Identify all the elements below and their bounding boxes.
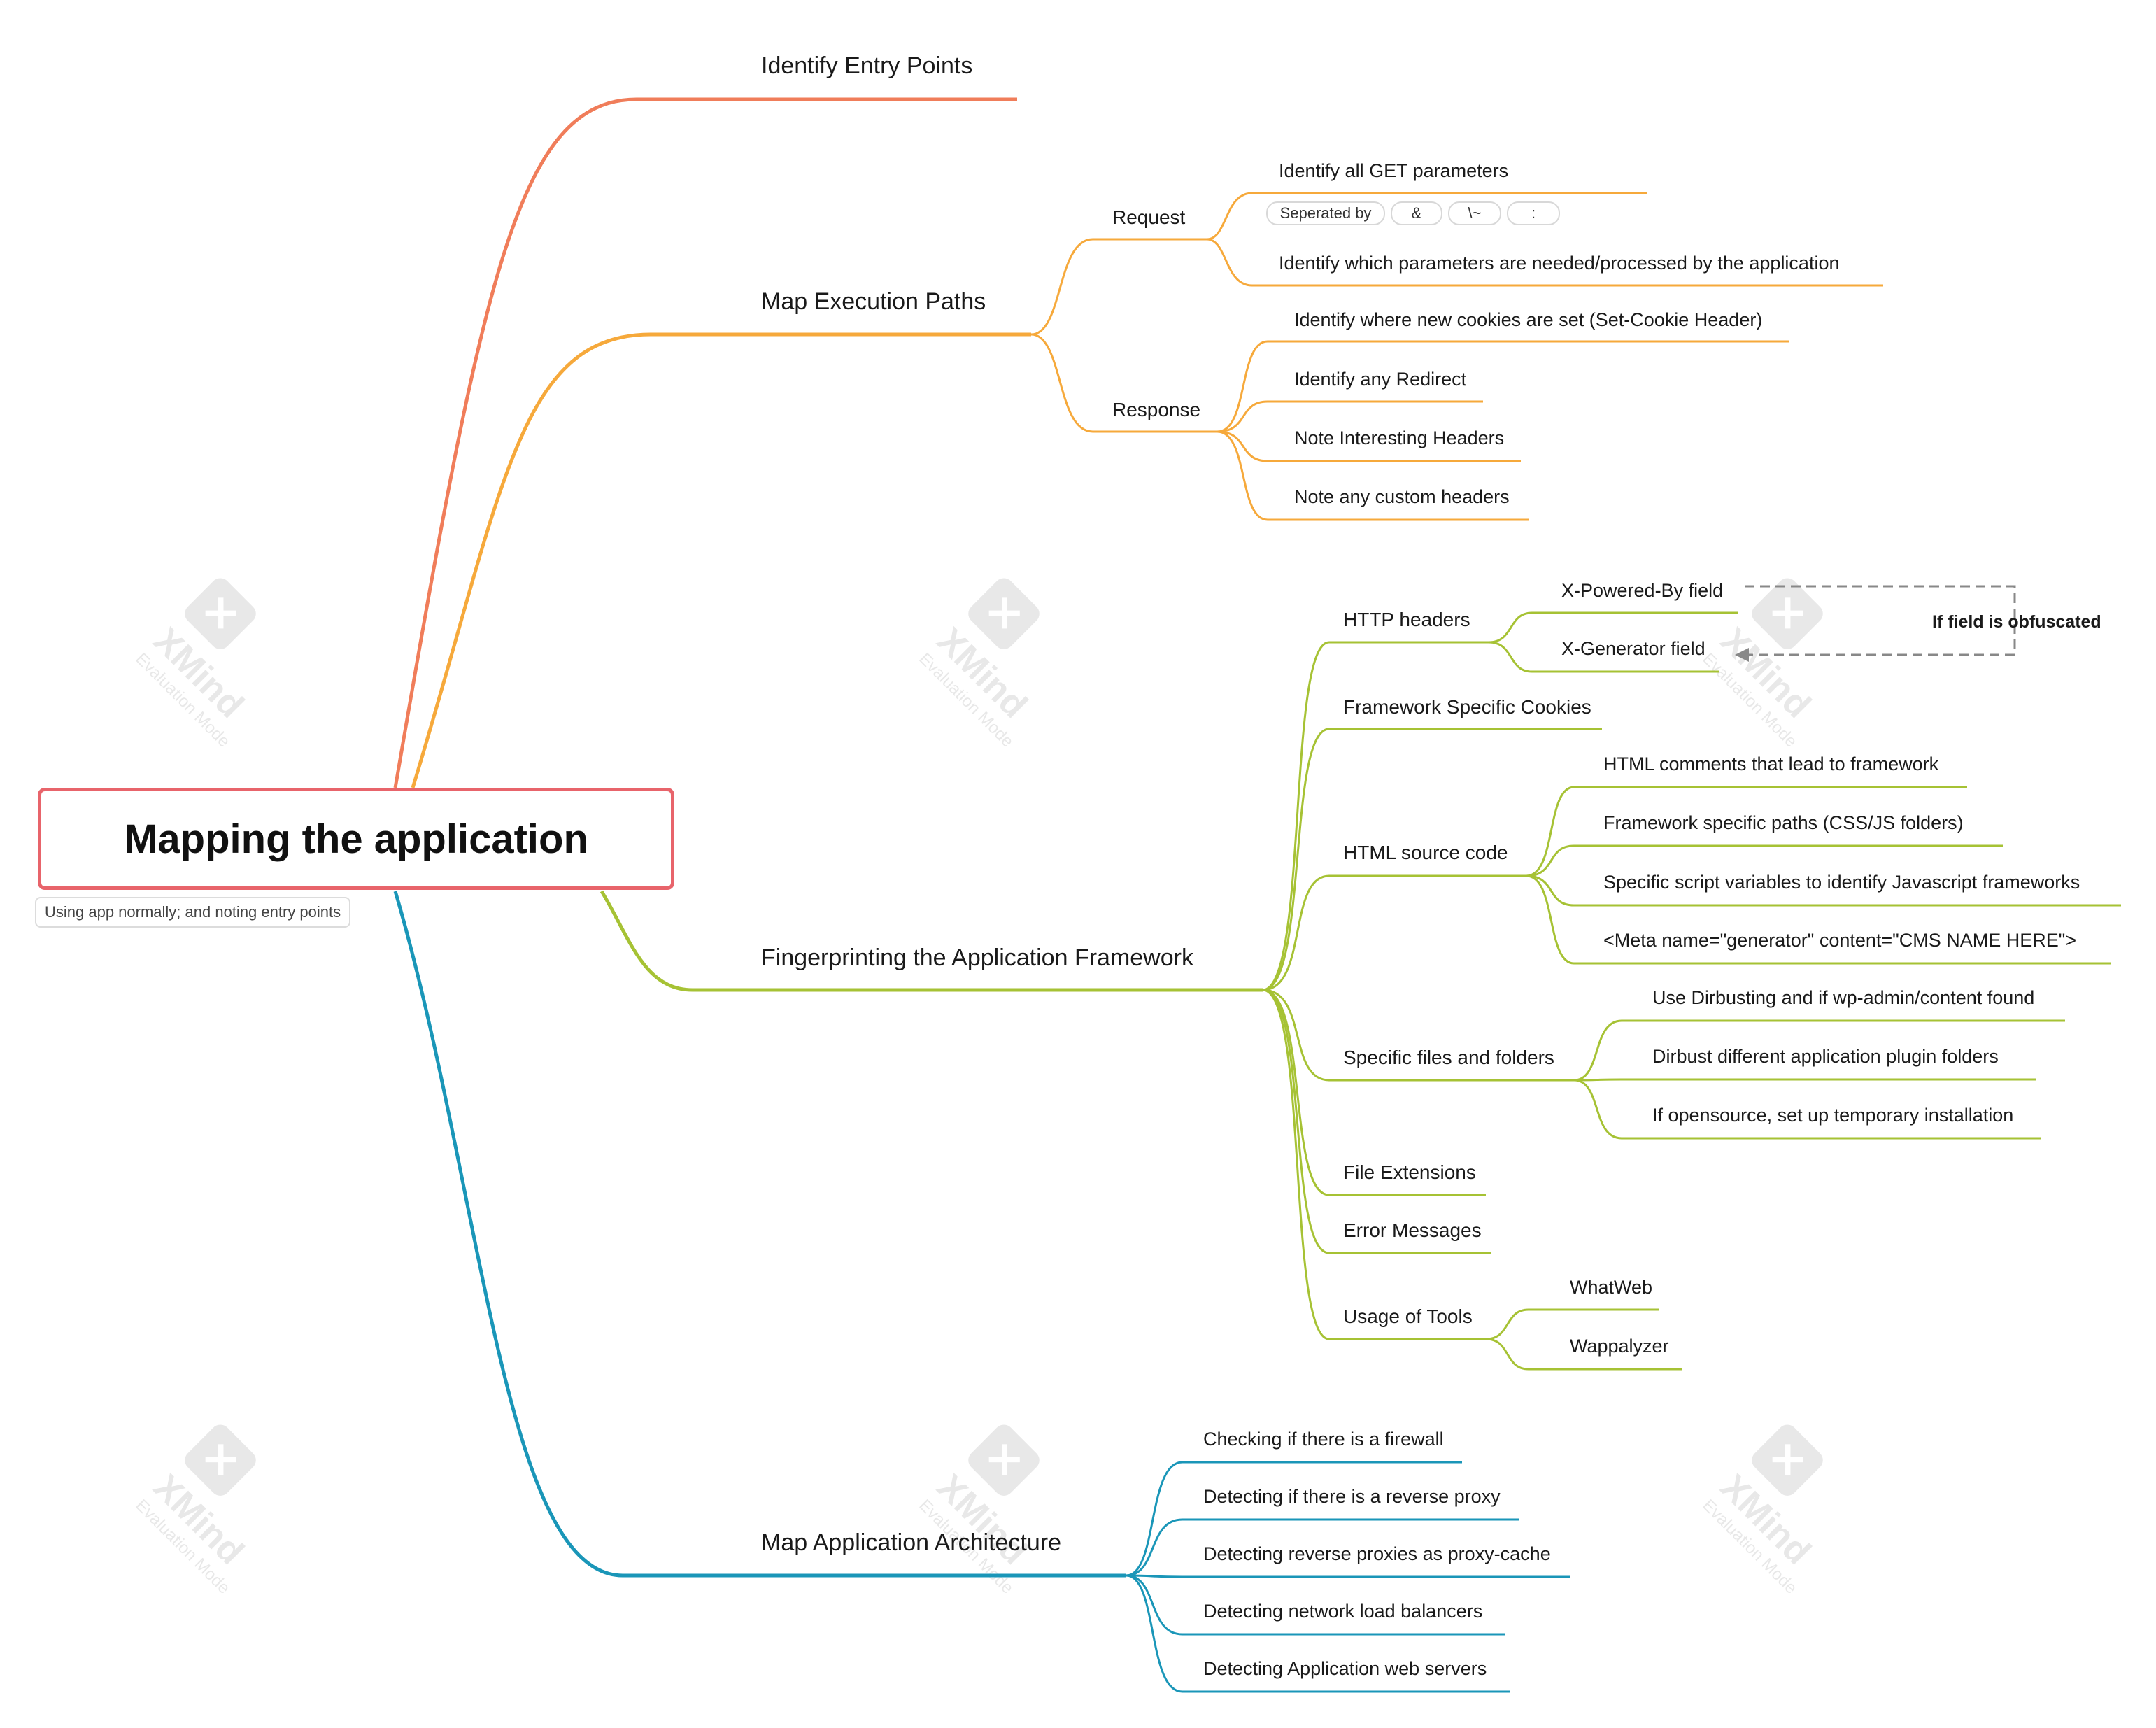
- relationship-label: If field is obfuscated: [1932, 612, 2101, 632]
- connector-dirbusting: [1573, 1019, 2065, 1082]
- relationship-arrowhead: [1735, 648, 1749, 662]
- topic-redirect[interactable]: Identify any Redirect: [1294, 369, 1467, 390]
- connector-script-variables: [1526, 874, 2121, 907]
- connector-architecture: [393, 891, 1126, 1578]
- connector-reverse-proxy: [1126, 1518, 1519, 1577]
- connector-needed-params: [1206, 238, 1883, 287]
- topic-interesting-headers[interactable]: Note Interesting Headers: [1294, 427, 1505, 448]
- connector-http-headers: [1262, 641, 1489, 991]
- topic-plugin-folders[interactable]: Dirbust different application plugin fol…: [1652, 1046, 1999, 1067]
- connector-entry-points: [393, 97, 1017, 788]
- topic-proxy-cache[interactable]: Detecting reverse proxies as proxy-cache: [1203, 1543, 1551, 1564]
- topic-files-folders[interactable]: Specific files and folders: [1343, 1047, 1554, 1068]
- topic-get-params[interactable]: Identify all GET parameters: [1279, 160, 1509, 181]
- topic-needed-params[interactable]: Identify which parameters are needed/pro…: [1279, 253, 1840, 274]
- connector-whatweb: [1485, 1308, 1659, 1340]
- connector-usage-tools: [1262, 989, 1486, 1340]
- connector-proxy-cache: [1126, 1574, 1570, 1578]
- separator-colon: :: [1507, 201, 1560, 225]
- connector-html-source: [1262, 874, 1526, 991]
- connector-fingerprinting: [600, 890, 1263, 992]
- topic-fingerprinting[interactable]: Fingerprinting the Application Framework: [761, 944, 1193, 971]
- topic-temp-install[interactable]: If opensource, set up temporary installa…: [1652, 1105, 2014, 1126]
- topic-map-architecture[interactable]: Map Application Architecture: [761, 1529, 1062, 1556]
- separated-by-label: Seperated by: [1266, 201, 1385, 225]
- topic-dirbusting[interactable]: Use Dirbusting and if wp-admin/content f…: [1652, 987, 2035, 1008]
- connector-execution-paths: [411, 332, 1031, 788]
- topic-http-headers[interactable]: HTTP headers: [1343, 609, 1470, 630]
- topic-wappalyzer[interactable]: Wappalyzer: [1570, 1336, 1669, 1357]
- topic-request[interactable]: Request: [1112, 206, 1186, 228]
- topic-whatweb[interactable]: WhatWeb: [1570, 1277, 1653, 1298]
- connector-framework-paths: [1526, 844, 2003, 877]
- connector-error-messages: [1262, 989, 1491, 1254]
- connector-get-params: [1206, 192, 1647, 241]
- connector-files-folders: [1262, 989, 1574, 1082]
- connector-plugin-folders: [1573, 1078, 2036, 1082]
- relationship-obfuscated: [1745, 585, 2016, 656]
- connector-response: [1030, 333, 1217, 433]
- topic-reverse-proxy[interactable]: Detecting if there is a reverse proxy: [1203, 1486, 1501, 1507]
- central-topic-note: Using app normally; and noting entry poi…: [35, 897, 351, 928]
- topic-load-balancers[interactable]: Detecting network load balancers: [1203, 1601, 1483, 1622]
- topic-x-powered-by[interactable]: X-Powered-By field: [1561, 580, 1724, 601]
- topic-error-messages[interactable]: Error Messages: [1343, 1219, 1482, 1241]
- topic-html-comments[interactable]: HTML comments that lead to framework: [1603, 753, 1939, 774]
- connector-file-extensions: [1262, 989, 1486, 1196]
- connector-redirect: [1217, 400, 1483, 433]
- topic-firewall[interactable]: Checking if there is a firewall: [1203, 1429, 1444, 1450]
- topic-script-variables[interactable]: Specific script variables to identify Ja…: [1603, 872, 2080, 893]
- topic-meta-generator[interactable]: <Meta name="generator" content="CMS NAME…: [1603, 930, 2077, 951]
- topic-framework-paths[interactable]: Framework specific paths (CSS/JS folders…: [1603, 812, 1964, 833]
- connector-x-generator: [1488, 641, 1719, 673]
- connector-web-servers: [1126, 1574, 1510, 1693]
- topic-cookies-set[interactable]: Identify where new cookies are set (Set-…: [1294, 309, 1763, 330]
- connector-wappalyzer: [1485, 1338, 1682, 1371]
- connector-temp-install: [1573, 1079, 2041, 1140]
- connector-custom-headers: [1217, 430, 1529, 521]
- topic-framework-cookies[interactable]: Framework Specific Cookies: [1343, 696, 1591, 718]
- connector-load-balancers: [1126, 1574, 1505, 1636]
- topic-custom-headers[interactable]: Note any custom headers: [1294, 486, 1510, 507]
- topic-html-source[interactable]: HTML source code: [1343, 842, 1508, 863]
- connector-html-comments: [1526, 786, 1967, 877]
- topic-web-servers[interactable]: Detecting Application web servers: [1203, 1658, 1487, 1679]
- topic-map-execution-paths[interactable]: Map Execution Paths: [761, 288, 986, 315]
- topic-usage-tools[interactable]: Usage of Tools: [1343, 1305, 1473, 1327]
- topic-file-extensions[interactable]: File Extensions: [1343, 1161, 1476, 1183]
- separator-ampersand: &: [1391, 201, 1442, 225]
- connector-framework-cookies: [1262, 728, 1602, 991]
- topic-identify-entry-points[interactable]: Identify Entry Points: [761, 52, 973, 79]
- topic-x-generator[interactable]: X-Generator field: [1561, 638, 1705, 659]
- connector-interesting-headers: [1217, 430, 1521, 462]
- connector-meta-generator: [1526, 874, 2111, 965]
- central-topic[interactable]: Mapping the application: [38, 788, 674, 890]
- connector-x-powered-by: [1488, 611, 1738, 644]
- connector-cookies-set: [1217, 340, 1789, 433]
- connector-request: [1030, 238, 1207, 336]
- connector-firewall: [1126, 1461, 1462, 1577]
- separator-tilde: \~: [1448, 201, 1501, 225]
- topic-response[interactable]: Response: [1112, 399, 1201, 420]
